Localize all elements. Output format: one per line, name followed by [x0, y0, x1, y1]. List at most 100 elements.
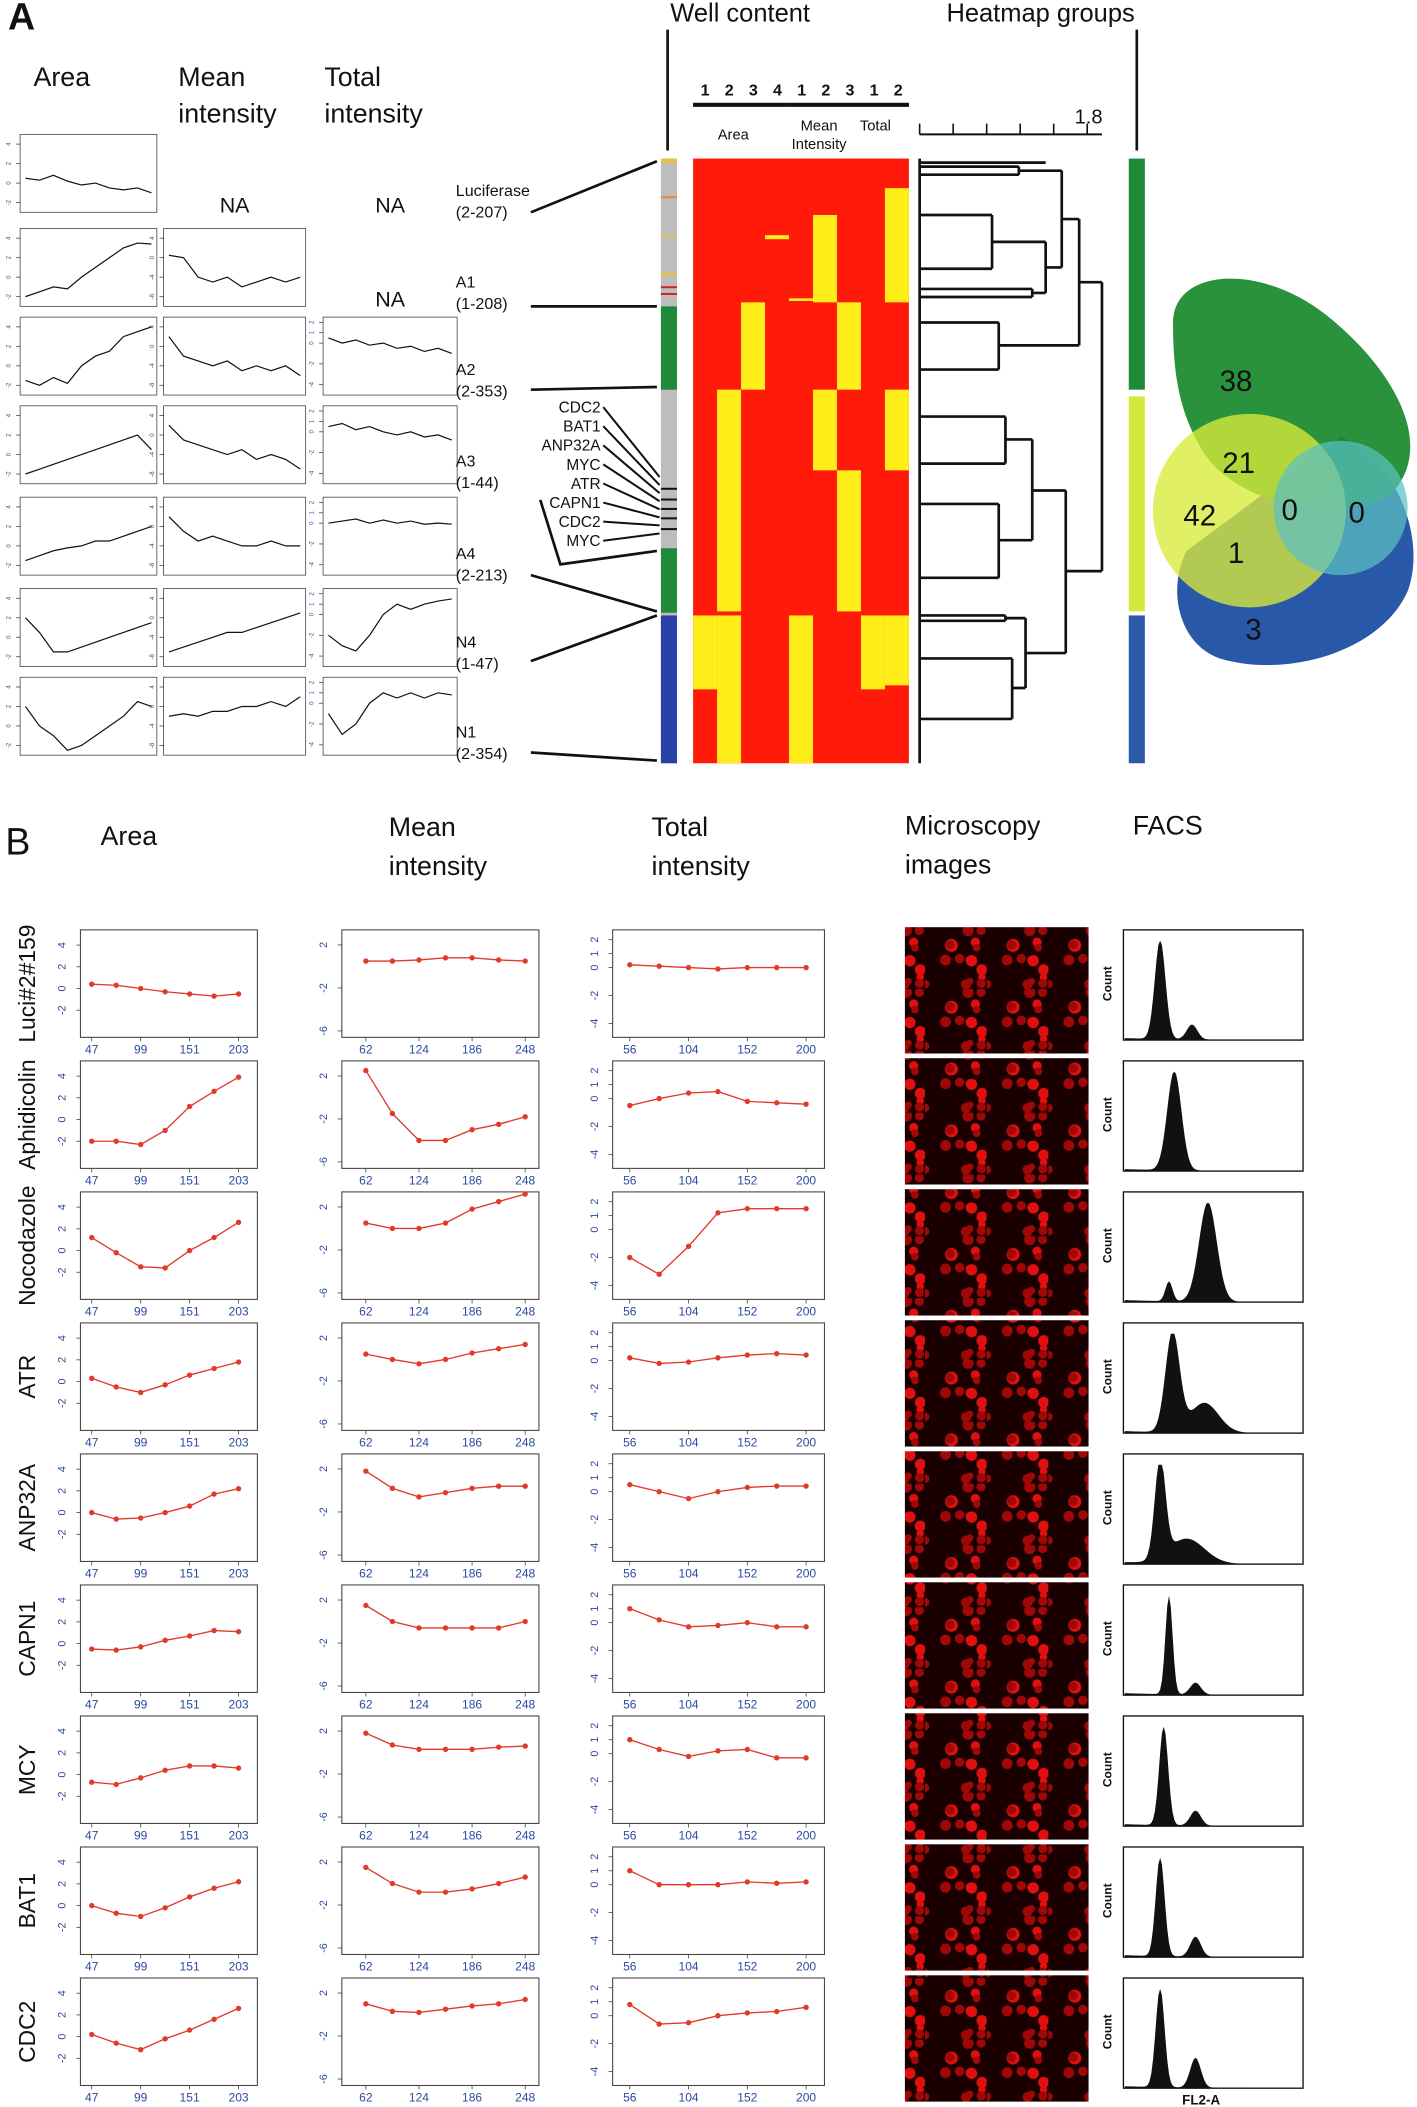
data-point — [363, 1067, 369, 1074]
plot-frame — [612, 1584, 825, 1693]
y-tick-label: 0 — [7, 181, 13, 185]
plot-frame — [612, 1715, 825, 1825]
x-tick-label: 62 — [359, 1829, 373, 1843]
x-tick-label: 186 — [462, 1567, 482, 1581]
x-tick-label: 124 — [409, 1829, 429, 1843]
data-point — [803, 1101, 809, 1107]
axis-label: Count — [1100, 1621, 1114, 1656]
y-tick-label: 2 — [589, 1723, 601, 1729]
data-point — [627, 1355, 633, 1361]
y-tick-label: 4 — [150, 236, 156, 240]
x-tick-label: 56 — [623, 1042, 637, 1056]
plot-frame — [79, 1060, 258, 1169]
y-tick-label: 0 — [310, 521, 316, 525]
data-line — [168, 516, 301, 547]
x-tick-label: 62 — [359, 2091, 373, 2105]
y-tick-label: 2 — [589, 937, 601, 943]
y-tick-label: 0 — [7, 724, 13, 728]
data-point — [469, 2003, 475, 2009]
y-tick-label: 2 — [7, 161, 13, 165]
well-number: 3 — [845, 81, 854, 99]
data-point — [656, 1095, 662, 1102]
data-point — [235, 2005, 242, 2012]
data-point — [469, 1746, 475, 1752]
y-tick-label: 4 — [150, 413, 156, 417]
data-point — [363, 958, 369, 964]
facs-frame — [1122, 1846, 1304, 1958]
y-tick-label: -6 — [318, 1681, 330, 1691]
data-point — [363, 1730, 369, 1736]
y-tick-label: -6 — [318, 2074, 330, 2084]
x-tick-label: 151 — [180, 1829, 200, 1843]
microscopy-image — [904, 927, 1089, 1054]
x-tick-label: 152 — [737, 1960, 757, 1974]
y-tick-label: -4 — [589, 2067, 601, 2077]
y-tick-label: 0 — [589, 1751, 601, 1757]
data-point — [211, 1365, 217, 1372]
y-tick-label: 4 — [150, 325, 156, 329]
y-tick-label: -2 — [589, 1384, 601, 1394]
data-point — [469, 1206, 475, 1212]
row-name: Luci#2#159 — [14, 925, 40, 1043]
data-point — [186, 1633, 193, 1639]
x-tick-label: 99 — [134, 1567, 148, 1581]
data-point — [389, 958, 396, 964]
data-line — [24, 700, 152, 752]
y-tick-label: 1 — [310, 419, 316, 423]
data-line — [365, 1866, 526, 1893]
data-point — [442, 1356, 449, 1363]
x-tick-label: 200 — [796, 1436, 816, 1450]
well-number: 1 — [797, 81, 806, 99]
data-point — [803, 1483, 809, 1489]
microscopy-image — [904, 1451, 1089, 1578]
y-tick-label: 0 — [589, 1227, 601, 1233]
x-tick-label: 186 — [462, 2091, 482, 2105]
x-tick-label: 99 — [134, 1436, 148, 1450]
heatmap-cell — [836, 470, 861, 612]
y-tick-label: -2 — [589, 1908, 601, 1918]
y-tick-label: 2 — [310, 680, 316, 684]
x-tick-label: 47 — [85, 1960, 99, 1974]
x-tick-label: 47 — [85, 1305, 99, 1319]
plot-frame — [79, 1715, 258, 1825]
data-point — [389, 1618, 396, 1625]
data-point — [442, 2006, 449, 2012]
heatmap-cell — [812, 215, 837, 303]
gene-connector — [603, 520, 660, 527]
data-point — [495, 1121, 502, 1128]
x-tick-label: 56 — [623, 1829, 637, 1843]
data-point — [211, 1088, 217, 1094]
data-point — [774, 2008, 780, 2015]
x-tick-label: 104 — [678, 1305, 698, 1319]
x-tick-label: 186 — [462, 1829, 482, 1843]
y-tick-label: 2 — [589, 1068, 601, 1074]
data-point — [113, 2040, 119, 2046]
y-tick-label: 2 — [310, 500, 316, 504]
column-header: Mean — [389, 812, 456, 842]
data-line — [168, 696, 301, 717]
plot-frame — [19, 676, 158, 756]
column-header: images — [905, 849, 991, 879]
strip-segment — [660, 158, 677, 163]
row-label: A2 — [456, 361, 476, 379]
y-tick-label: 0 — [7, 635, 13, 639]
data-point — [162, 1382, 168, 1388]
plot-frame — [341, 1715, 540, 1825]
data-point — [113, 1647, 119, 1653]
y-tick-label: 1 — [310, 330, 316, 334]
data-point — [774, 1350, 780, 1357]
data-point — [656, 1746, 662, 1753]
data-point — [803, 1205, 809, 1212]
data-point — [522, 1996, 528, 2003]
gene-connector — [602, 463, 661, 503]
x-tick-label: 200 — [796, 1305, 816, 1319]
y-tick-label: -2 — [57, 1398, 69, 1408]
x-tick-label: 104 — [678, 2091, 698, 2105]
well-number: 2 — [894, 81, 903, 99]
row-label: (1-44) — [456, 474, 499, 492]
row-name: BAT1 — [14, 1873, 40, 1928]
strip-segment — [660, 306, 677, 390]
data-point — [685, 1753, 692, 1760]
well-number: 1 — [870, 81, 879, 99]
